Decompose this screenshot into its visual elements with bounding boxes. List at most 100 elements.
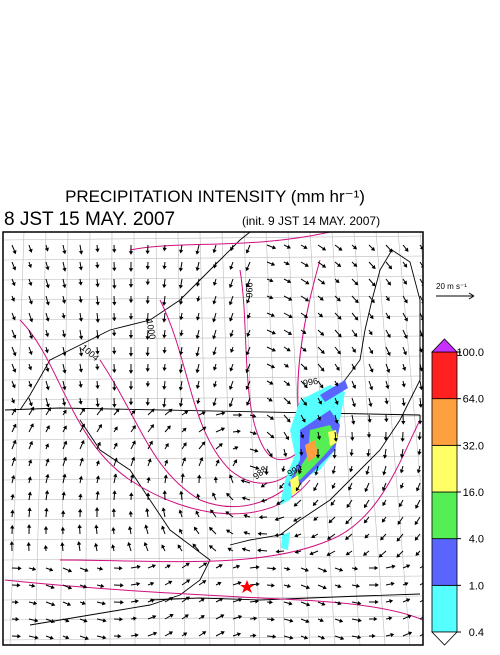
wind-arrow-head [30,336,32,338]
wind-arrow-head [231,350,233,352]
wind-arrow-head [180,250,183,252]
wind-arrow-head [351,438,354,440]
wind-arrow-head [391,583,393,586]
wind-arrow-head [196,370,199,372]
wind-arrow-head [96,508,99,510]
wind-arrow-head [129,527,132,529]
wind-arrow-head [390,600,392,603]
wind-arrow-head [231,248,233,250]
wind-arrow-head [353,386,355,388]
wind-arrow-head [146,251,149,253]
wind-arrow-head [80,353,83,355]
wind-arrow-head [115,443,117,445]
wind-arrow-head [52,603,54,605]
wind-arrow-head [146,301,149,303]
wind-arrow-head [213,319,215,321]
wind-scale: 20 m s⁻¹ [436,282,474,299]
wind-arrow-head [11,495,14,497]
wind-arrow [420,614,428,619]
wind-arrow-head [69,569,71,571]
wind-arrow-head [332,486,334,488]
wind-arrow-head [162,526,164,528]
wind-arrow-head [113,370,116,372]
wind-arrow-head [214,265,216,267]
wind-arrow-head [237,565,239,567]
wind-arrow-head [85,569,87,571]
wind-arrow-head [253,634,255,637]
wind-arrow-head [289,602,291,604]
wind-arrow-head [133,441,135,443]
wind-arrow-head [130,387,133,389]
wind-arrow-head [134,617,136,620]
wind-arrow-head [64,458,66,460]
wind-arrow-head [320,619,322,621]
wind-arrow-head [243,548,245,550]
wind-arrow-head [255,449,257,451]
wind-arrow-head [113,388,116,390]
wind-arrow-head [222,428,224,430]
colorbar-label: 100.0 [456,347,484,359]
wind-arrow-head [272,618,274,621]
wind-arrow-head [169,581,171,583]
wind-arrow-head [376,584,378,587]
wind-arrow-head [30,442,32,444]
wind-arrow-head [46,444,48,446]
location-marker [240,580,254,593]
wind-arrow-head [13,385,15,387]
wind-arrow-head [272,314,274,316]
wind-arrow-head [63,403,66,405]
wind-arrow-head [385,401,388,403]
wind-arrow-head [246,250,248,252]
wind-arrow-head [130,354,133,356]
wind-arrow-head [130,300,133,302]
wind-scale-label: 20 m s⁻¹ [436,282,467,291]
wind-arrow-head [196,268,199,270]
wind-arrow-head [96,492,99,494]
wind-arrow-head [197,317,200,319]
wind-arrow-head [112,545,115,547]
wind-arrow-head [323,586,325,588]
wind-arrow-head [258,532,260,535]
contour-label: 996 [244,282,254,297]
colorbar-label: 64.0 [463,394,484,406]
wind-arrow-head [253,415,255,417]
wind-arrow-head [80,477,83,479]
wind-arrow-head [409,632,411,634]
wind-arrow-head [13,317,15,319]
wind-arrow-head [373,635,375,638]
wind-arrow-head [247,402,249,404]
wind-arrow-head [12,400,14,402]
wind-arrow-head [80,251,83,253]
wind-arrow-head [153,565,155,567]
wind-arrow-head [420,387,423,389]
wind-arrow-head [230,387,232,389]
wind-arrow-head [114,474,117,476]
wind-arrow-head [128,543,130,545]
wind-arrow-head [179,510,181,512]
graticule-line [3,296,423,300]
graticule-line [3,576,423,580]
wind-arrow-head [340,569,342,571]
wind-arrow-head [120,567,122,570]
wind-arrow-head [29,460,31,462]
wind-arrow-head [213,493,215,495]
wind-arrow-head [44,546,47,548]
wind-arrow-head [384,456,387,458]
wind-arrow-head [197,386,200,388]
wind-arrow-head [332,471,334,473]
wind-arrow-head [47,404,49,406]
wind-arrow-head [213,352,215,354]
wind-arrow-head [408,615,410,617]
wind-arrow-head [425,597,428,599]
wind-arrow-head [314,488,316,490]
wind-arrow-head [29,367,31,369]
colorbar-bin [432,352,457,399]
wind-arrow-head [358,619,360,622]
wind-arrow-head [163,387,166,389]
graticule-line [3,256,423,260]
wind-arrow-head [50,637,52,639]
wind-arrow-head [66,619,68,621]
graticule-line [0,232,2,645]
wind-arrow-head [197,299,200,301]
